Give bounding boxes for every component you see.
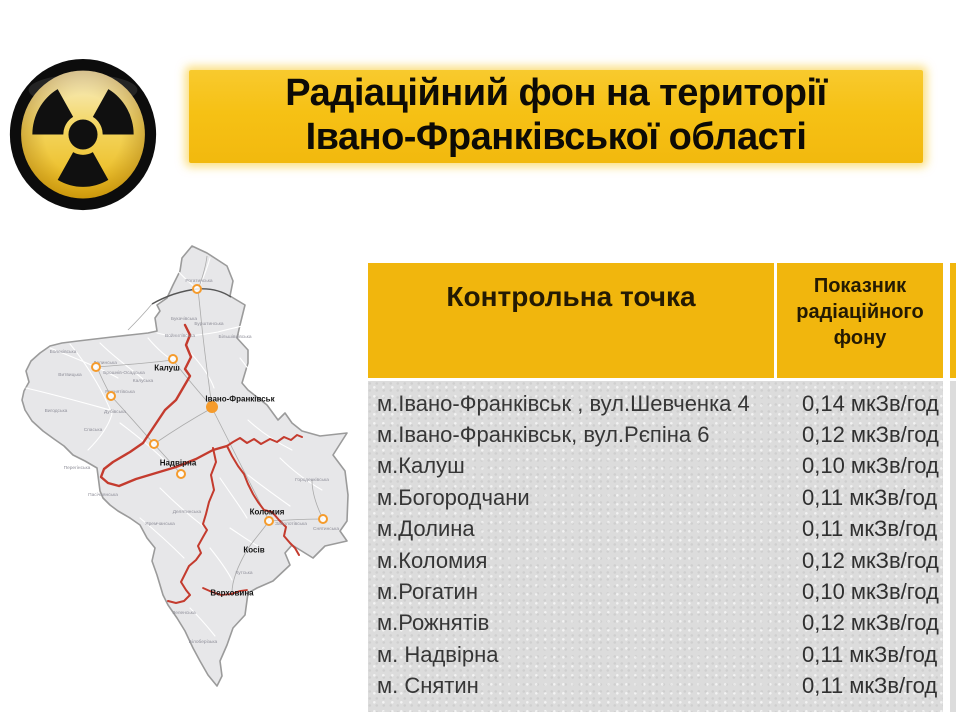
radiation-value-cell: 0,11 мкЗв/год: [802, 484, 938, 510]
district-label: Білоберізька: [188, 639, 218, 645]
district-label: Болехівська: [49, 349, 77, 355]
control-point-cell: м. Снятин: [377, 673, 479, 699]
radiation-value-cell: 0,10 мкЗв/год: [802, 579, 939, 605]
map-city-label: Івано-Франківськ: [205, 394, 275, 404]
district-label: Витвицька: [58, 372, 82, 378]
city-marker-rozhniativ: [106, 391, 116, 401]
district-label: Пасічнянська: [88, 492, 118, 498]
trefoil-blades: [32, 89, 134, 187]
city-marker-sniatyn: [318, 514, 328, 524]
table-row: м.Долина 0,11 мкЗв/год: [377, 514, 943, 545]
district-label: Брошнів-Осадська: [103, 370, 145, 376]
control-point-cell: м.Долина: [377, 516, 475, 542]
title-banner: Радіаційний фон на території Івано-Франк…: [189, 70, 923, 163]
radiation-value-cell: 0,14 мкЗв/год: [802, 390, 939, 416]
district-borders: [25, 257, 323, 637]
district-label: Калуська: [132, 378, 154, 384]
map-city-label: Косів: [243, 545, 265, 555]
page-title-line1: Радіаційний фон на території: [285, 72, 827, 114]
district-label: Заболотівська: [275, 521, 307, 527]
radiation-value-cell: 0,12 мкЗв/год: [802, 422, 939, 448]
page-title-line2: Івано-Франківської області: [305, 116, 807, 158]
table-header-radiation-level: Показник радіаційного фону: [777, 263, 943, 378]
district-label: Городенківська: [295, 477, 329, 483]
radiation-value-cell: 0,12 мкЗв/год: [802, 547, 939, 573]
table-row: м.Івано-Франківськ, вул.Рєпіна 6 0,12 мк…: [377, 419, 943, 450]
radiation-value-cell: 0,11 мкЗв/год: [802, 641, 938, 667]
radiation-value-cell: 0,11 мкЗв/год: [802, 516, 938, 542]
table-row: м. Снятин 0,11 мкЗв/год: [377, 671, 943, 702]
table-row: м. Надвірна 0,11 мкЗв/год: [377, 639, 943, 670]
district-label: Перегінська: [63, 465, 91, 471]
district-label: Рожнятівська: [105, 389, 135, 395]
control-point-cell: м.Богородчани: [377, 484, 530, 510]
table-row: м.Рожнятів 0,12 мкЗв/год: [377, 608, 943, 639]
table-row: м.Калуш 0,10 мкЗв/год: [377, 451, 943, 482]
control-point-cell: м. Надвірна: [377, 641, 499, 667]
trefoil-center-dot: [68, 119, 98, 150]
control-point-cell: м.Івано-Франківськ , вул.Шевченка 4: [377, 390, 750, 416]
district-label: Долинська: [93, 360, 117, 366]
city-marker-ivano-frankivsk: [206, 401, 218, 413]
control-point-cell: м.Рожнятів: [377, 610, 490, 636]
radiation-trefoil-icon: [9, 58, 157, 211]
district-label: Снятинська: [312, 526, 340, 532]
radiation-value-cell: 0,10 мкЗв/год: [802, 453, 939, 479]
city-marker-bohorodchany: [149, 439, 159, 449]
map-city-label: Верховина: [210, 588, 254, 598]
map-city-label: Надвірна: [159, 458, 197, 468]
district-label: Делятинська: [172, 509, 202, 515]
district-label: Букачівська: [170, 316, 198, 322]
oblast-map: Калуш Івано-Франківськ Надвірна Коломия …: [0, 228, 370, 720]
district-label: Зеленська: [172, 610, 196, 616]
table-row: м.Івано-Франківськ , вул.Шевченка 4 0,14…: [377, 388, 943, 419]
table-edge-sliver-body: [950, 381, 956, 712]
table-header: Контрольна точка Показник радіаційного ф…: [368, 263, 943, 378]
district-label: Більшівцівська: [218, 334, 252, 340]
city-marker-nadvirna: [176, 469, 186, 479]
city-marker-rohatyn: [192, 284, 202, 294]
district-label: Рогатинська: [185, 278, 213, 284]
table-body: м.Івано-Франківськ , вул.Шевченка 4 0,14…: [368, 381, 943, 712]
table-header-control-point: Контрольна точка: [368, 263, 774, 378]
control-point-cell: м.Коломия: [377, 547, 488, 573]
city-marker-kalush: [168, 354, 178, 364]
map-city-label: Коломия: [249, 507, 285, 517]
map-city-label: Калуш: [154, 363, 180, 373]
rivers: [99, 323, 303, 604]
district-label: Яремчанська: [145, 521, 175, 527]
table-row: м.Рогатин 0,10 мкЗв/год: [377, 576, 943, 607]
radiation-icon: [8, 57, 158, 212]
table-row: м.Коломия 0,12 мкЗв/год: [377, 545, 943, 576]
radiation-value-cell: 0,11 мкЗв/год: [802, 673, 938, 699]
oblast-outline: [21, 245, 349, 687]
table-row: м.Богородчани 0,11 мкЗв/год: [377, 482, 943, 513]
control-point-cell: м.Івано-Франківськ, вул.Рєпіна 6: [377, 422, 710, 448]
city-marker-dolyna: [91, 362, 101, 372]
district-label: Дубівська: [104, 409, 126, 415]
district-label: Войнилівська: [164, 333, 196, 339]
district-label: Спаська: [83, 427, 103, 433]
city-marker-kolomyia: [264, 516, 274, 526]
district-label: Бурштинська: [194, 321, 224, 327]
radiation-value-cell: 0,12 мкЗв/год: [802, 610, 939, 636]
table-edge-sliver-header: [950, 263, 956, 378]
district-label: Кутська: [235, 570, 253, 576]
control-point-cell: м.Рогатин: [377, 579, 478, 605]
control-point-cell: м.Калуш: [377, 453, 465, 479]
district-label: Вигодська: [44, 408, 68, 414]
